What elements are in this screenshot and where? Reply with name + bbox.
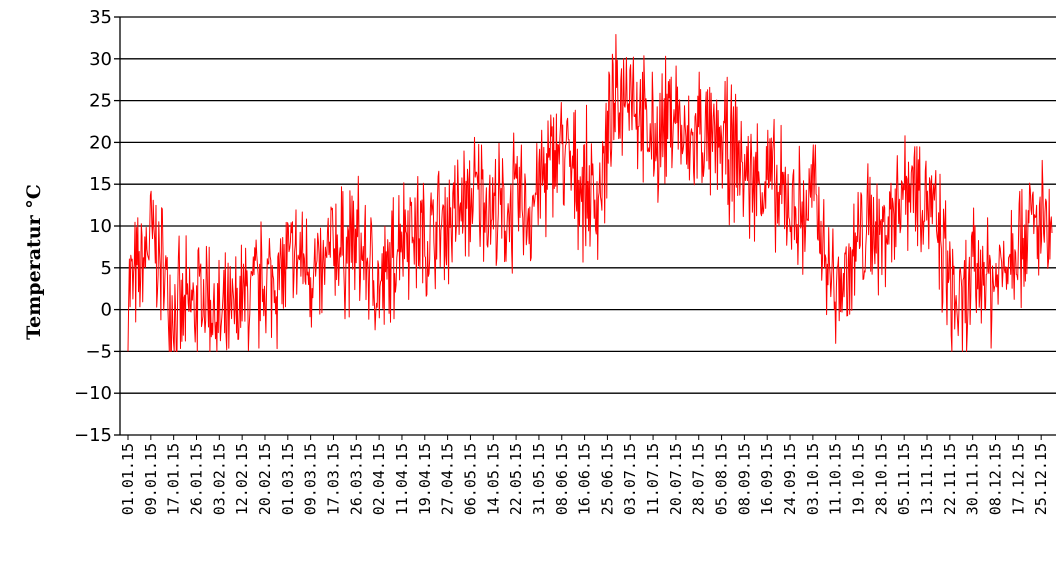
- y-tick-label: 0: [101, 300, 112, 321]
- y-tick-label: 35: [89, 7, 112, 28]
- y-axis: −15 −10 −5 0 5 10 15 20 25 30 35: [74, 7, 121, 446]
- x-tick-label: 05.11.15: [895, 443, 913, 515]
- x-axis: 01.01.15 09.01.15 17.01.15 26.01.15 03.02.15…: [119, 435, 1050, 515]
- x-tick-label: 13.11.15: [918, 443, 936, 515]
- x-tick-label: 08.12.15: [987, 443, 1005, 515]
- series-line-group: [127, 34, 1053, 352]
- x-tick-label: 03.10.15: [804, 443, 822, 515]
- x-tick-label: 24.09.15: [781, 443, 799, 515]
- x-tick-label: 17.12.15: [1009, 443, 1027, 515]
- x-tick-label: 20.07.15: [667, 443, 685, 515]
- x-tick-label: 03.02.15: [210, 443, 228, 515]
- grid-lines: [120, 16, 1056, 436]
- x-tick-label: 25.06.15: [598, 443, 616, 515]
- x-tick-label: 17.01.15: [165, 443, 183, 515]
- x-tick-label: 11.10.15: [827, 443, 845, 515]
- x-tick-label: 08.09.15: [735, 443, 753, 515]
- x-tick-label: 08.06.15: [553, 443, 571, 515]
- x-tick-label: 26.03.15: [347, 443, 365, 515]
- x-tick-label: 16.09.15: [758, 443, 776, 515]
- y-tick-label: 25: [89, 91, 112, 112]
- x-tick-label: 17.03.15: [324, 443, 342, 515]
- y-tick-label: −5: [85, 341, 112, 362]
- x-tick-label: 26.01.15: [187, 443, 205, 515]
- x-tick-label: 30.11.15: [964, 443, 982, 515]
- y-tick-label: −15: [74, 425, 112, 446]
- x-tick-label: 01.01.15: [119, 443, 137, 515]
- x-tick-label: 02.04.15: [370, 443, 388, 515]
- x-tick-label: 25.12.15: [1032, 443, 1050, 515]
- y-tick-label: 10: [89, 216, 112, 237]
- x-tick-label: 28.07.15: [690, 443, 708, 515]
- x-tick-label: 22.11.15: [941, 443, 959, 515]
- y-tick-label: 15: [89, 174, 112, 195]
- x-tick-label: 27.04.15: [439, 443, 457, 515]
- x-tick-label: 05.08.15: [713, 443, 731, 515]
- x-tick-label: 01.03.15: [279, 443, 297, 515]
- x-tick-label: 12.02.15: [233, 443, 251, 515]
- x-tick-label: 03.07.15: [621, 443, 639, 515]
- series-line: [127, 34, 1053, 352]
- x-tick-label: 11.04.15: [393, 443, 411, 515]
- x-tick-label: 09.03.15: [302, 443, 320, 515]
- x-tick-label: 06.05.15: [461, 443, 479, 515]
- x-tick-label: 09.01.15: [142, 443, 160, 515]
- x-tick-label: 14.05.15: [484, 443, 502, 515]
- x-tick-label: 22.05.15: [507, 443, 525, 515]
- x-tick-label: 11.07.15: [644, 443, 662, 515]
- x-tick-label: 20.02.15: [256, 443, 274, 515]
- x-tick-label: 16.06.15: [576, 443, 594, 515]
- x-tick-label: 19.04.15: [416, 443, 434, 515]
- y-tick-label: 30: [89, 49, 112, 70]
- y-tick-label: 20: [89, 132, 112, 153]
- x-tick-label: 19.10.15: [850, 443, 868, 515]
- y-axis-label: Temperatur °C: [23, 184, 45, 340]
- x-tick-label: 31.05.15: [530, 443, 548, 515]
- y-tick-label: −10: [74, 383, 112, 404]
- x-tick-label: 28.10.15: [872, 443, 890, 515]
- y-tick-label: 5: [101, 258, 112, 279]
